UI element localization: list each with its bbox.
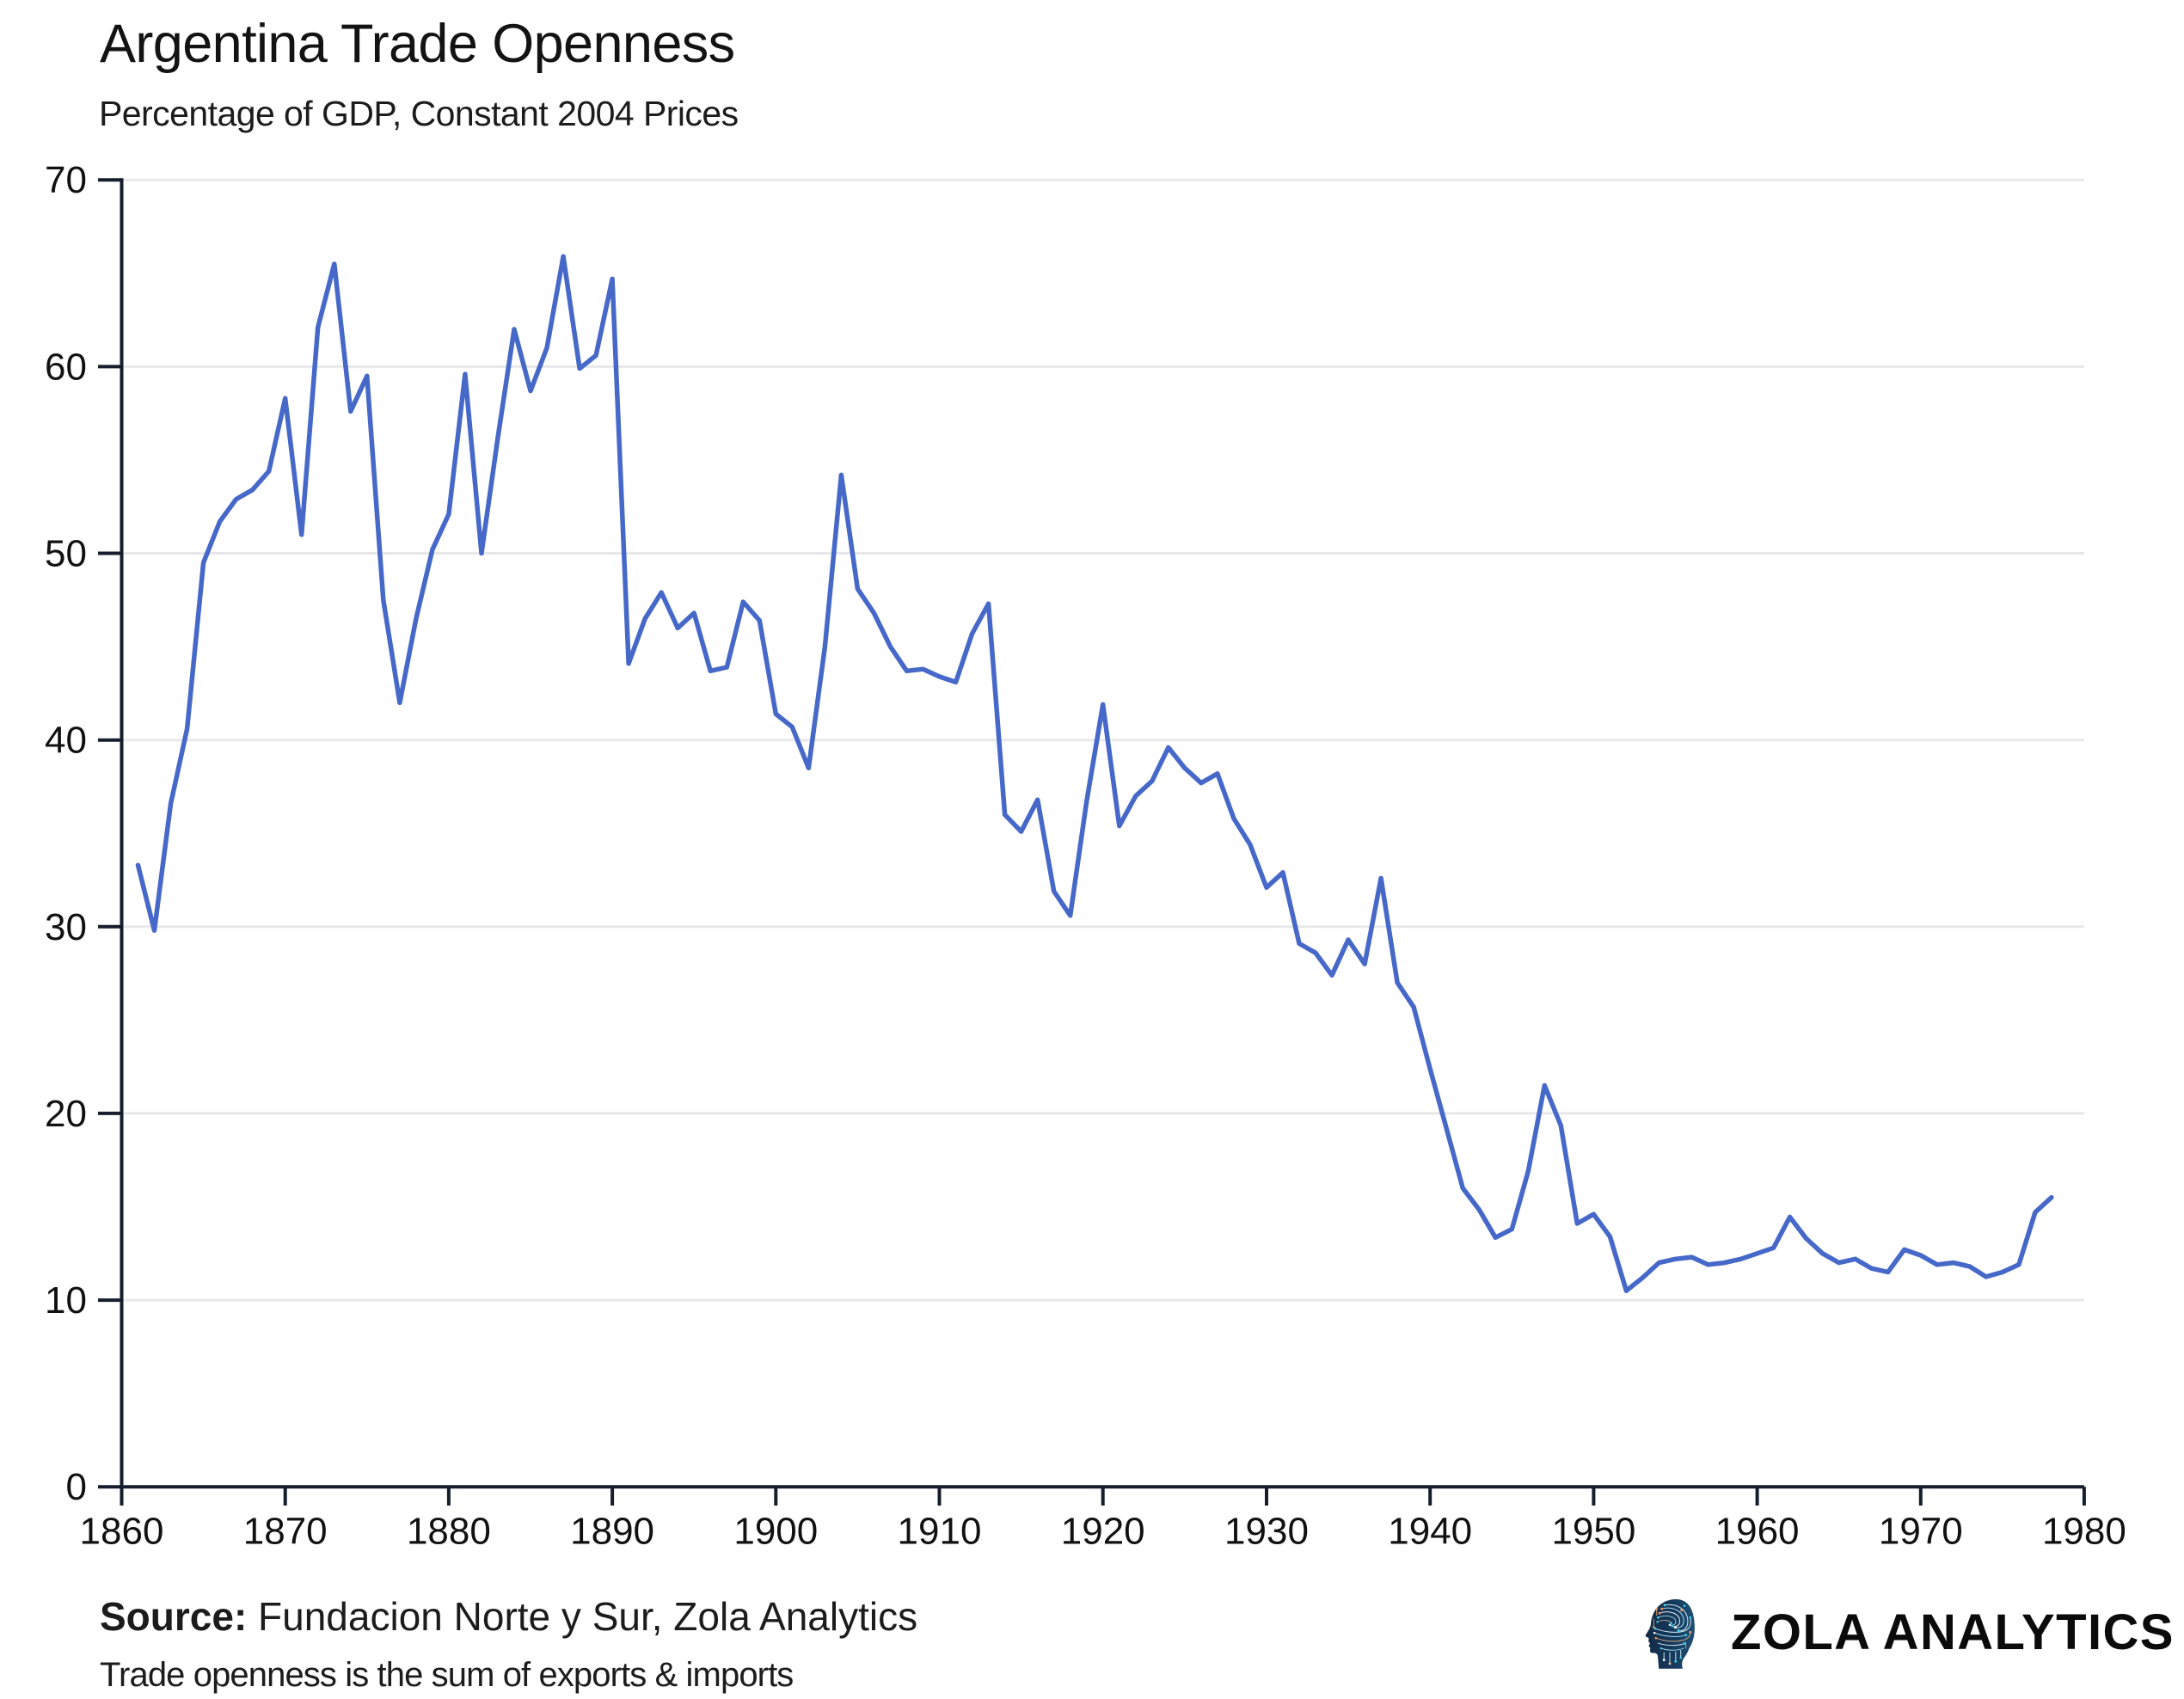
svg-text:1910: 1910: [898, 1511, 982, 1553]
svg-text:0: 0: [66, 1466, 87, 1508]
svg-text:20: 20: [45, 1093, 87, 1135]
svg-text:1980: 1980: [2042, 1511, 2126, 1553]
svg-text:1860: 1860: [80, 1511, 164, 1553]
svg-text:1960: 1960: [1715, 1511, 1800, 1553]
svg-text:1900: 1900: [733, 1511, 818, 1553]
svg-text:1870: 1870: [243, 1511, 328, 1553]
svg-text:1970: 1970: [1879, 1511, 1963, 1553]
svg-text:1880: 1880: [407, 1511, 491, 1553]
svg-text:1940: 1940: [1388, 1511, 1472, 1553]
svg-text:1930: 1930: [1224, 1511, 1309, 1553]
svg-text:40: 40: [45, 720, 87, 762]
svg-text:10: 10: [45, 1279, 87, 1322]
svg-text:1890: 1890: [570, 1511, 654, 1553]
svg-text:60: 60: [45, 346, 87, 388]
svg-text:70: 70: [45, 159, 87, 201]
svg-text:1950: 1950: [1551, 1511, 1635, 1553]
svg-text:1920: 1920: [1061, 1511, 1145, 1553]
svg-text:50: 50: [45, 533, 87, 575]
svg-text:30: 30: [45, 906, 87, 948]
